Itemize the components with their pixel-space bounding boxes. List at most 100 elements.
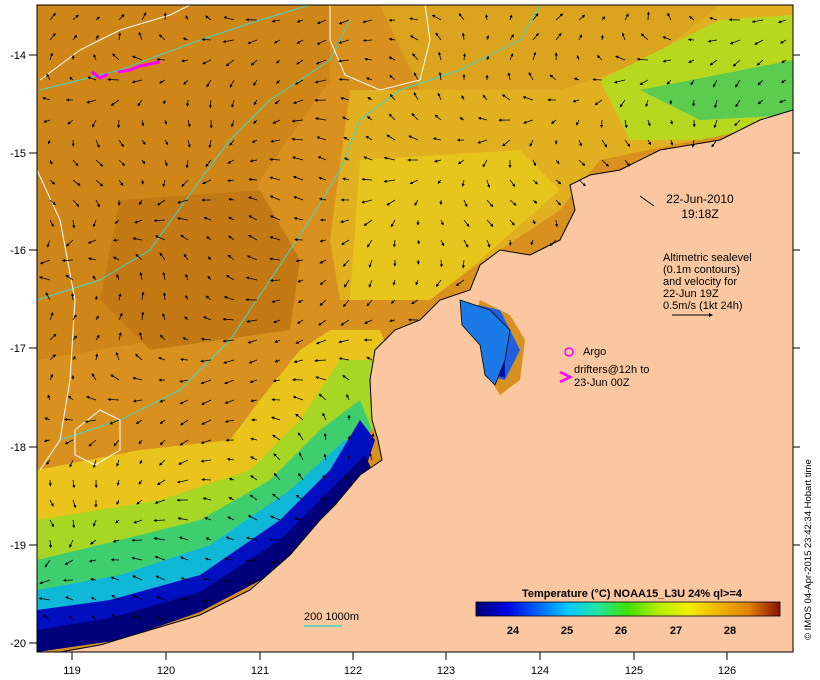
velocity-arrow bbox=[131, 79, 143, 84]
velocity-arrow bbox=[231, 99, 235, 108]
velocity-arrow bbox=[413, 92, 419, 101]
velocity-arrow bbox=[245, 558, 258, 563]
king-sound bbox=[459, 299, 511, 386]
velocity-arrow bbox=[246, 255, 258, 261]
velocity-arrow bbox=[253, 99, 258, 106]
velocity-arrow bbox=[84, 419, 97, 424]
velocity-arrow bbox=[323, 453, 327, 461]
velocity-arrow bbox=[159, 252, 166, 261]
velocity-arrow bbox=[296, 39, 304, 44]
velocity-arrow bbox=[735, 99, 741, 108]
velocity-arrow bbox=[227, 178, 235, 183]
velocity-arrow bbox=[72, 159, 79, 167]
velocity-arrow bbox=[248, 235, 258, 241]
velocity-arrow bbox=[93, 53, 97, 61]
velocity-arrow bbox=[250, 456, 258, 461]
velocity-arrow bbox=[248, 177, 258, 182]
velocity-arrow bbox=[297, 319, 304, 324]
velocity-arrow bbox=[118, 32, 122, 41]
velocity-arrow bbox=[248, 215, 258, 221]
x-tick-label: 122 bbox=[344, 665, 362, 677]
velocity-arrow bbox=[201, 399, 212, 405]
velocity-arrow bbox=[95, 315, 99, 321]
velocity-arrow bbox=[49, 52, 53, 61]
velocity-arrow bbox=[713, 119, 718, 129]
velocity-arrow bbox=[295, 259, 304, 263]
velocity-arrow bbox=[135, 253, 143, 261]
velocity-arrow bbox=[485, 55, 489, 61]
velocity-arrow bbox=[751, 19, 764, 24]
velocity-arrow bbox=[247, 579, 258, 585]
velocity-arrow bbox=[250, 475, 258, 481]
velocity-arrow bbox=[164, 119, 168, 125]
velocity-arrow bbox=[315, 117, 327, 121]
velocity-arrow bbox=[273, 319, 281, 324]
velocity-arrow bbox=[228, 197, 235, 202]
x-tick-label: 121 bbox=[251, 665, 269, 677]
velocity-arrow bbox=[486, 239, 491, 248]
velocity-arrow bbox=[180, 358, 189, 362]
velocity-arrow bbox=[550, 119, 557, 124]
velocity-arrow bbox=[344, 475, 350, 481]
velocity-arrow bbox=[366, 116, 373, 121]
velocity-arrow bbox=[65, 596, 74, 601]
velocity-arrow bbox=[179, 379, 189, 383]
y-tick-label: -19 bbox=[10, 540, 26, 552]
velocity-arrow bbox=[318, 197, 327, 201]
colorbar-tick: 28 bbox=[724, 625, 736, 637]
velocity-arrow bbox=[388, 37, 396, 41]
velocity-arrow bbox=[138, 439, 143, 445]
velocity-arrow bbox=[667, 12, 672, 21]
velocity-arrow bbox=[67, 395, 74, 401]
velocity-arrow bbox=[72, 355, 76, 361]
velocity-arrow bbox=[293, 216, 304, 221]
velocity-arrow bbox=[274, 359, 281, 363]
velocity-arrow bbox=[226, 457, 235, 461]
velocity-arrow bbox=[554, 219, 559, 228]
velocity-arrow bbox=[132, 55, 143, 61]
velocity-arrow bbox=[204, 557, 212, 561]
velocity-arrow bbox=[39, 579, 51, 585]
velocity-arrow bbox=[509, 219, 515, 226]
drifters-label: 23-Jun 00Z bbox=[574, 377, 630, 389]
velocity-arrow bbox=[340, 219, 350, 224]
velocity-arrow bbox=[39, 276, 51, 281]
velocity-arrow bbox=[532, 13, 539, 21]
velocity-arrow bbox=[314, 79, 327, 84]
velocity-arrow bbox=[153, 218, 166, 223]
velocity-arrow bbox=[293, 99, 304, 104]
velocity-arrow bbox=[69, 459, 74, 468]
velocity-arrow bbox=[601, 139, 608, 148]
velocity-arrow bbox=[555, 13, 564, 21]
velocity-arrow bbox=[43, 119, 51, 123]
velocity-arrow bbox=[118, 14, 125, 21]
velocity-arrow bbox=[714, 99, 718, 109]
velocity-arrow bbox=[225, 59, 235, 67]
velocity-arrow bbox=[92, 219, 97, 228]
velocity-arrow bbox=[690, 79, 695, 86]
velocity-arrow bbox=[118, 332, 122, 341]
velocity-arrow bbox=[578, 34, 582, 41]
velocity-arrow bbox=[118, 159, 126, 166]
velocity-arrow bbox=[141, 291, 145, 301]
velocity-arrow bbox=[509, 199, 517, 206]
velocity-arrow bbox=[223, 579, 235, 583]
velocity-arrows bbox=[38, 11, 787, 621]
velocity-arrow bbox=[340, 319, 350, 326]
velocity-arrow bbox=[140, 179, 144, 185]
drifter-tracks bbox=[91, 60, 161, 80]
velocity-arrow bbox=[44, 559, 51, 568]
velocity-arrow bbox=[392, 239, 397, 248]
velocity-arrow bbox=[139, 199, 143, 206]
velocity-arrow bbox=[69, 539, 74, 548]
velocity-arrow bbox=[49, 199, 56, 206]
velocity-arrow bbox=[200, 337, 212, 341]
velocity-arrow bbox=[247, 339, 258, 344]
velocity-arrow bbox=[319, 279, 327, 286]
velocity-arrow bbox=[578, 159, 586, 166]
velocity-arrow bbox=[181, 59, 189, 63]
velocity-arrow bbox=[247, 39, 258, 45]
velocity-arrow bbox=[389, 319, 396, 323]
velocity-arrow bbox=[555, 199, 562, 206]
velocity-arrow bbox=[92, 519, 97, 527]
